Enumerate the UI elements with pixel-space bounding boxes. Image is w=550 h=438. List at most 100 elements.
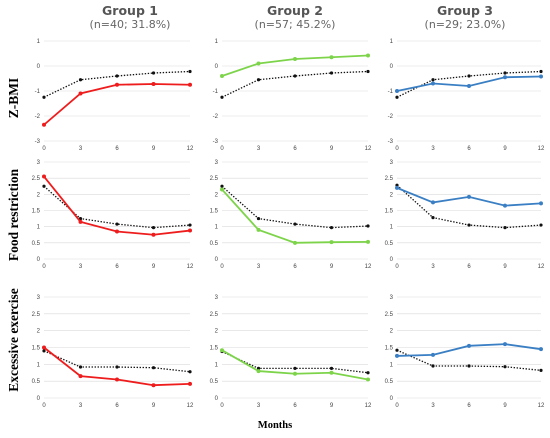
panel-zbmi-group-2-reference-point xyxy=(256,78,261,82)
panel-food-restriction-group-3-ytick-label: 2 xyxy=(390,192,394,198)
panel-zbmi-group-2-xtick-label: 12 xyxy=(365,146,372,152)
panel-zbmi-group-3-reference-point xyxy=(431,78,435,82)
panel-food-restriction-group-3: 0 0.5 1 1.5 2 2.5 3 0 3 6 9 12 xyxy=(385,160,545,270)
panel-food-restriction-group-3-xtick-label: 12 xyxy=(538,264,545,270)
panel-food-restriction-group-1-ytick-label: 1 xyxy=(37,225,41,231)
panel-excessive-exercise-group-3-xtick-label: 12 xyxy=(538,403,545,409)
panel-zbmi-group-3-group-point xyxy=(431,81,435,86)
panel-zbmi-group-3: -3 -2 -1 0 1 0 3 6 9 12 xyxy=(388,39,545,152)
panel-zbmi-group-2-reference-point xyxy=(329,71,334,75)
panel-excessive-exercise-group-3-reference-point xyxy=(431,364,435,368)
panel-zbmi-group-2-reference-point xyxy=(293,74,297,78)
panel-food-restriction-group-3-ytick-label: 0 xyxy=(390,257,394,263)
panel-food-restriction-group-1-group-point xyxy=(188,228,192,233)
panel-food-restriction-group-2-ytick-label: 2.5 xyxy=(210,176,219,182)
panel-food-restriction-group-2-group-point xyxy=(329,240,334,245)
panel-food-restriction-group-1-xtick-label: 0 xyxy=(42,264,46,270)
panel-excessive-exercise-group-2-reference-point xyxy=(329,366,334,370)
panel-zbmi-group-1-reference-point xyxy=(115,74,119,78)
panel-excessive-exercise-group-3-ytick-label: 0.5 xyxy=(385,379,394,385)
panel-zbmi-group-1-group-line xyxy=(43,83,191,126)
panel-zbmi-group-3-ytick-label: -3 xyxy=(388,139,394,145)
panel-excessive-exercise-group-2-xtick-label: 3 xyxy=(257,403,261,409)
panel-food-restriction-group-3-reference-point xyxy=(503,226,507,230)
panel-food-restriction-group-2-ytick-label: 3 xyxy=(215,160,219,166)
panel-food-restriction-group-3-group-point xyxy=(395,185,399,190)
panel-food-restriction-group-2-reference-point xyxy=(293,222,297,226)
panel-excessive-exercise-group-2-reference-point xyxy=(293,366,297,370)
panel-food-restriction-group-3-reference-line xyxy=(396,184,542,229)
panel-excessive-exercise-group-1-xtick-label: 3 xyxy=(79,403,83,409)
panel-food-restriction-group-3-reference-point xyxy=(467,223,471,227)
panel-zbmi-group-2-reference-point xyxy=(366,69,370,74)
panel-food-restriction-group-2-xtick-label: 3 xyxy=(257,264,261,270)
panel-excessive-exercise-group-1-ytick-label: 2.5 xyxy=(32,312,41,318)
panel-zbmi-group-1-group-point xyxy=(42,122,46,127)
panel-zbmi-group-2-group-point xyxy=(220,74,224,78)
panel-food-restriction-group-2-group-point xyxy=(293,240,297,245)
panel-zbmi-group-1-xtick-label: 9 xyxy=(152,146,156,152)
panel-food-restriction-group-3-xtick-label: 9 xyxy=(503,264,507,270)
panel-food-restriction-group-2-ytick-label: 1.5 xyxy=(210,209,219,215)
panel-zbmi-group-1-ytick-label: 0 xyxy=(37,64,41,70)
panel-food-restriction-group-1-ytick-label: 0.5 xyxy=(32,241,41,247)
panel-excessive-exercise-group-3-ytick-label: 2.5 xyxy=(385,312,394,318)
panel-excessive-exercise-group-1-ytick-label: 1.5 xyxy=(32,346,41,352)
panel-food-restriction-group-1-xtick-label: 12 xyxy=(187,264,194,270)
panel-excessive-exercise-group-1-xtick-label: 9 xyxy=(152,403,156,409)
panel-zbmi-group-3-reference-point xyxy=(395,95,399,99)
panel-food-restriction-group-2-xtick-label: 12 xyxy=(365,264,372,270)
group-3-title: Group 3 xyxy=(437,3,493,18)
panel-zbmi-group-1-reference-point xyxy=(78,78,83,82)
panel-zbmi-group-3-ytick-label: 0 xyxy=(390,64,394,70)
panel-food-restriction-group-2-ytick-label: 1 xyxy=(215,225,219,231)
panel-food-restriction-group-1-group-point xyxy=(78,219,83,224)
panel-excessive-exercise-group-2-ytick-label: 3 xyxy=(215,295,219,301)
group-1-title: Group 1 xyxy=(102,3,158,18)
panel-excessive-exercise-group-2-ytick-label: 2 xyxy=(215,329,219,335)
panel-zbmi-group-1-ytick-label: -3 xyxy=(35,139,41,145)
panel-zbmi-group-3-group-point xyxy=(539,74,543,79)
panel-food-restriction-group-1-group-point xyxy=(42,174,46,179)
panel-zbmi-group-1-reference-point xyxy=(188,69,192,74)
panel-food-restriction-group-3-group-point xyxy=(503,203,507,208)
panel-food-restriction-group-1-reference-line xyxy=(43,185,191,229)
group-1-subtitle: (n=40; 31.8%) xyxy=(89,18,171,31)
panel-excessive-exercise-group-1-xtick-label: 0 xyxy=(42,403,46,409)
panel-excessive-exercise-group-1-reference-point xyxy=(78,365,83,369)
panel-excessive-exercise-group-1-reference-point xyxy=(188,370,192,374)
panel-food-restriction-group-1-group-point xyxy=(115,229,119,234)
panel-zbmi-group-2-xtick-label: 3 xyxy=(257,146,261,152)
panel-zbmi-group-1-xtick-label: 3 xyxy=(79,146,83,152)
group-2-subtitle: (n=57; 45.2%) xyxy=(254,18,336,31)
panel-zbmi-group-3-group-point xyxy=(503,75,507,80)
panel-food-restriction-group-1-ytick-label: 2.5 xyxy=(32,176,41,182)
panel-zbmi-group-3-xtick-label: 9 xyxy=(503,146,507,152)
panel-food-restriction-group-2-reference-point xyxy=(220,184,224,188)
panel-zbmi-group-1-group-point xyxy=(115,82,119,87)
panel-food-restriction-group-2-reference-point xyxy=(366,224,370,228)
panel-excessive-exercise-group-3-group-point xyxy=(467,343,471,348)
panel-food-restriction-group-2-xtick-label: 9 xyxy=(330,264,334,270)
panel-excessive-exercise-group-3-xtick-label: 3 xyxy=(431,403,435,409)
panel-excessive-exercise-group-1-ytick-label: 0 xyxy=(37,396,41,402)
panel-excessive-exercise-group-1-ytick-label: 0.5 xyxy=(32,379,41,385)
panel-excessive-exercise-group-3-xtick-label: 9 xyxy=(503,403,507,409)
panel-food-restriction-group-3-group-point xyxy=(431,200,435,205)
panel-excessive-exercise-group-3-ytick-label: 1 xyxy=(390,362,394,368)
panel-excessive-exercise-group-2-ytick-label: 0 xyxy=(215,396,219,402)
panel-zbmi-group-2-ytick-label: -3 xyxy=(213,139,219,145)
panel-zbmi-group-1-xtick-label: 0 xyxy=(42,146,46,152)
panel-food-restriction-group-1-reference-point xyxy=(151,226,156,230)
panel-excessive-exercise-group-3-reference-point xyxy=(539,368,543,372)
panel-food-restriction-group-1-ytick-label: 2 xyxy=(37,192,41,198)
panel-zbmi-group-3-xtick-label: 6 xyxy=(467,146,471,152)
panel-excessive-exercise-group-2-group-point xyxy=(220,348,224,353)
panel-excessive-exercise-group-2-reference-point xyxy=(366,371,370,375)
panel-food-restriction-group-2-group-point xyxy=(366,239,370,244)
panel-food-restriction-group-1-reference-point xyxy=(115,222,119,226)
panel-zbmi-group-2-group-point xyxy=(329,55,334,60)
panel-food-restriction-group-3-group-point xyxy=(467,194,471,199)
panel-food-restriction-group-2-ytick-label: 0.5 xyxy=(210,241,219,247)
